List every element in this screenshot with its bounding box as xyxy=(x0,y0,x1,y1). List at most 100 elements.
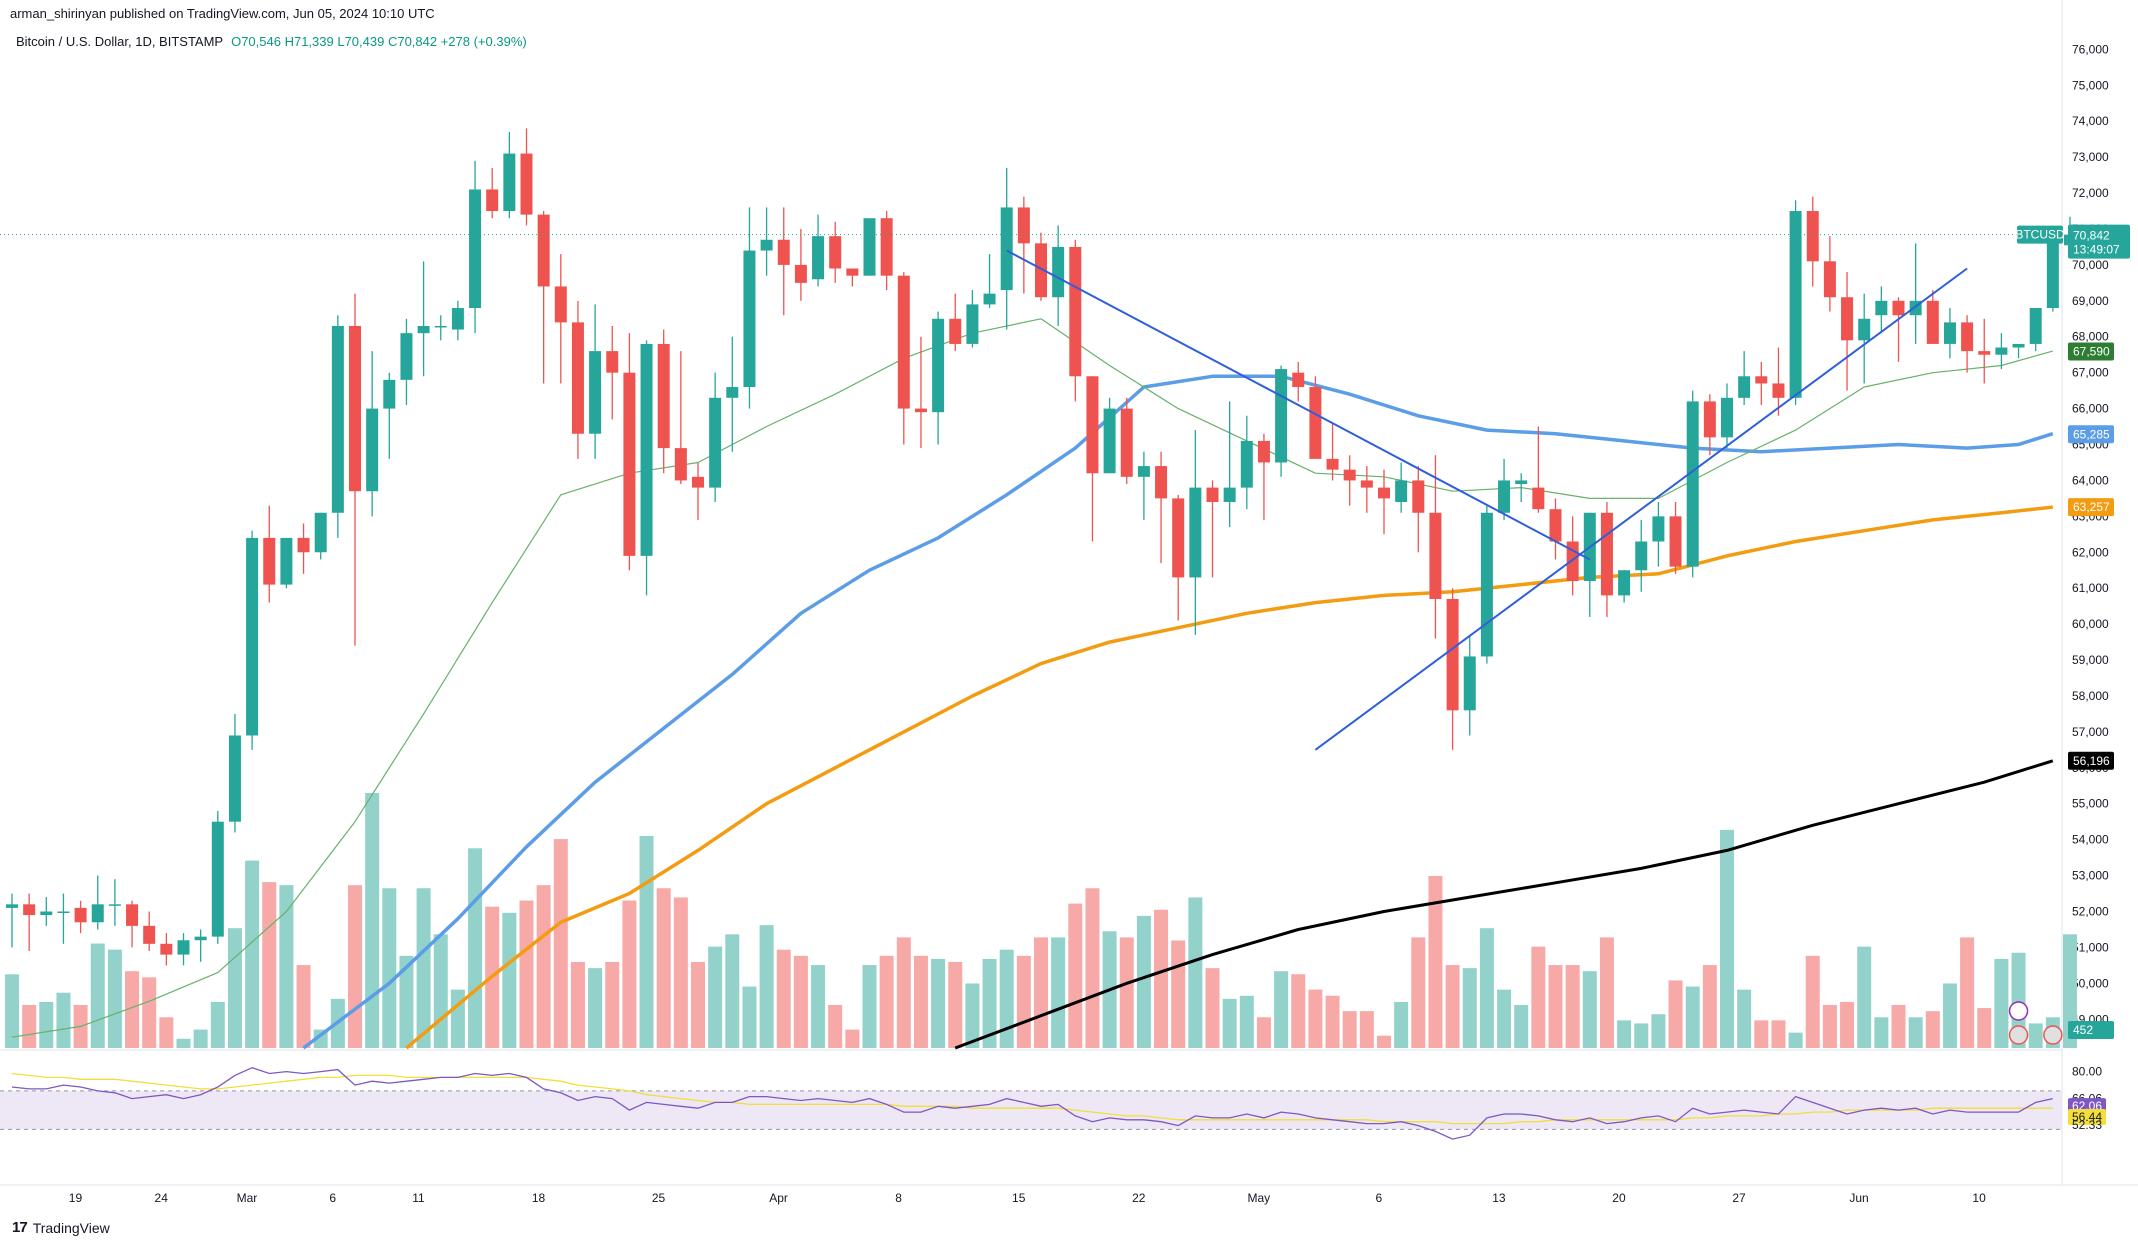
volume-bar xyxy=(708,946,723,1048)
countdown-timer: 13:49:07 xyxy=(2073,243,2120,257)
volume-bar xyxy=(1497,989,1512,1048)
volume-bar xyxy=(279,885,294,1048)
volume-bar xyxy=(1548,965,1563,1048)
volume-bar xyxy=(605,961,620,1048)
volume-bar xyxy=(1942,983,1957,1048)
candle-body xyxy=(126,904,139,926)
candle-body xyxy=(829,236,842,269)
candle-body xyxy=(1978,351,1991,355)
volume-bar xyxy=(1085,888,1100,1048)
volume-bar xyxy=(399,955,414,1048)
candle-body xyxy=(1995,347,2008,355)
last-price-tag-box xyxy=(2068,224,2130,259)
candle-body xyxy=(57,911,70,913)
candle-body xyxy=(417,325,430,334)
logo-mark-icon: 17 xyxy=(12,1219,28,1236)
time-tick-label: May xyxy=(1247,1191,1270,1205)
price-tick-label: 73,000 xyxy=(2072,150,2109,164)
rsi-value-tag-text: 56.44 xyxy=(2072,1110,2102,1124)
volume-bar xyxy=(1359,1011,1374,1048)
rsi-line xyxy=(11,1067,2053,1140)
volume-bar xyxy=(1034,937,1048,1048)
trendline xyxy=(1314,267,1968,751)
candle-body xyxy=(1069,246,1082,377)
volume-bar xyxy=(227,928,242,1048)
symbol-tag-label: BTCUSD xyxy=(2015,228,2065,242)
volume-bar xyxy=(1188,897,1203,1048)
volume-bar xyxy=(691,961,705,1048)
candle-body xyxy=(194,936,207,941)
candle-body xyxy=(760,239,773,251)
candle-body xyxy=(1738,376,1751,398)
volume-bar xyxy=(725,934,740,1048)
candle-body xyxy=(1532,487,1545,510)
volume-bar xyxy=(2063,934,2077,1048)
price-tag-value: 56,196 xyxy=(2073,754,2110,768)
candle-body xyxy=(554,286,567,323)
volume-bar xyxy=(1754,1020,1769,1048)
candle-body xyxy=(794,264,807,283)
time-tick-label: 22 xyxy=(1132,1191,1146,1205)
last-price-tag-value: 70,842 xyxy=(2073,229,2110,243)
price-tag-value: 452 xyxy=(2073,1023,2093,1037)
candle-body xyxy=(571,322,584,434)
candle-body xyxy=(1275,369,1288,463)
volume-bar xyxy=(348,885,362,1048)
candle-body xyxy=(1789,211,1802,398)
ohlc-values: O70,546 H71,339 L70,439 C70,842 +278 (+0… xyxy=(231,34,527,49)
candle-body xyxy=(108,904,121,906)
candle-body xyxy=(914,408,927,413)
candle-body xyxy=(314,512,327,553)
price-tick-label: 70,000 xyxy=(2072,258,2109,272)
candle-body xyxy=(1721,397,1733,438)
volume-bar xyxy=(1342,1011,1357,1048)
price-tick-label: 53,000 xyxy=(2072,869,2109,883)
volume-bar xyxy=(570,961,585,1048)
price-tick-label: 55,000 xyxy=(2072,797,2109,811)
candle-body xyxy=(1395,480,1408,502)
volume-bar xyxy=(1394,1001,1409,1048)
candle-body xyxy=(1172,498,1185,578)
candle-body xyxy=(383,379,396,409)
time-tick-label: 15 xyxy=(1012,1191,1026,1205)
price-tick-label: 68,000 xyxy=(2072,330,2109,344)
candle-body xyxy=(1892,300,1905,316)
volume-bar xyxy=(107,949,122,1048)
volume-bar xyxy=(296,965,311,1048)
candle-body xyxy=(863,218,876,276)
candle-body xyxy=(897,275,910,409)
candle-body xyxy=(932,318,945,413)
volume-bar xyxy=(193,1029,208,1048)
candle-body xyxy=(503,153,516,212)
sma-orange-line xyxy=(405,505,2053,1050)
candle-body xyxy=(1823,261,1836,298)
volume-bar xyxy=(828,1004,843,1048)
candle-body xyxy=(2029,308,2042,344)
price-tag-value: 67,590 xyxy=(2073,344,2110,358)
candle-body xyxy=(1017,207,1030,244)
candle-body xyxy=(1120,408,1133,477)
symbol-tag-box xyxy=(2017,225,2063,244)
candle-body xyxy=(537,214,550,287)
price-tick-label: 51,000 xyxy=(2072,940,2109,954)
volume-bar xyxy=(1051,937,1066,1048)
candle-body xyxy=(1515,480,1528,485)
price-tick-label: 67,000 xyxy=(2072,366,2109,380)
volume-bar xyxy=(536,885,551,1048)
candle-body xyxy=(211,821,224,937)
candle-body xyxy=(1343,469,1356,481)
candle-body xyxy=(589,351,602,434)
volume-bar xyxy=(1068,903,1083,1048)
candle-body xyxy=(1206,487,1219,502)
candle-body xyxy=(23,904,36,916)
price-tag-value: 63,257 xyxy=(2073,500,2110,514)
candle-body xyxy=(160,943,173,955)
candle-body xyxy=(1858,318,1871,341)
candle-body xyxy=(228,735,241,822)
volume-bar xyxy=(1651,1014,1666,1048)
volume-bar xyxy=(759,925,774,1048)
tradingview-logo[interactable]: 17 TradingView xyxy=(12,1219,110,1236)
price-tick-label: 59,000 xyxy=(2072,653,2109,667)
volume-bar xyxy=(931,958,946,1048)
